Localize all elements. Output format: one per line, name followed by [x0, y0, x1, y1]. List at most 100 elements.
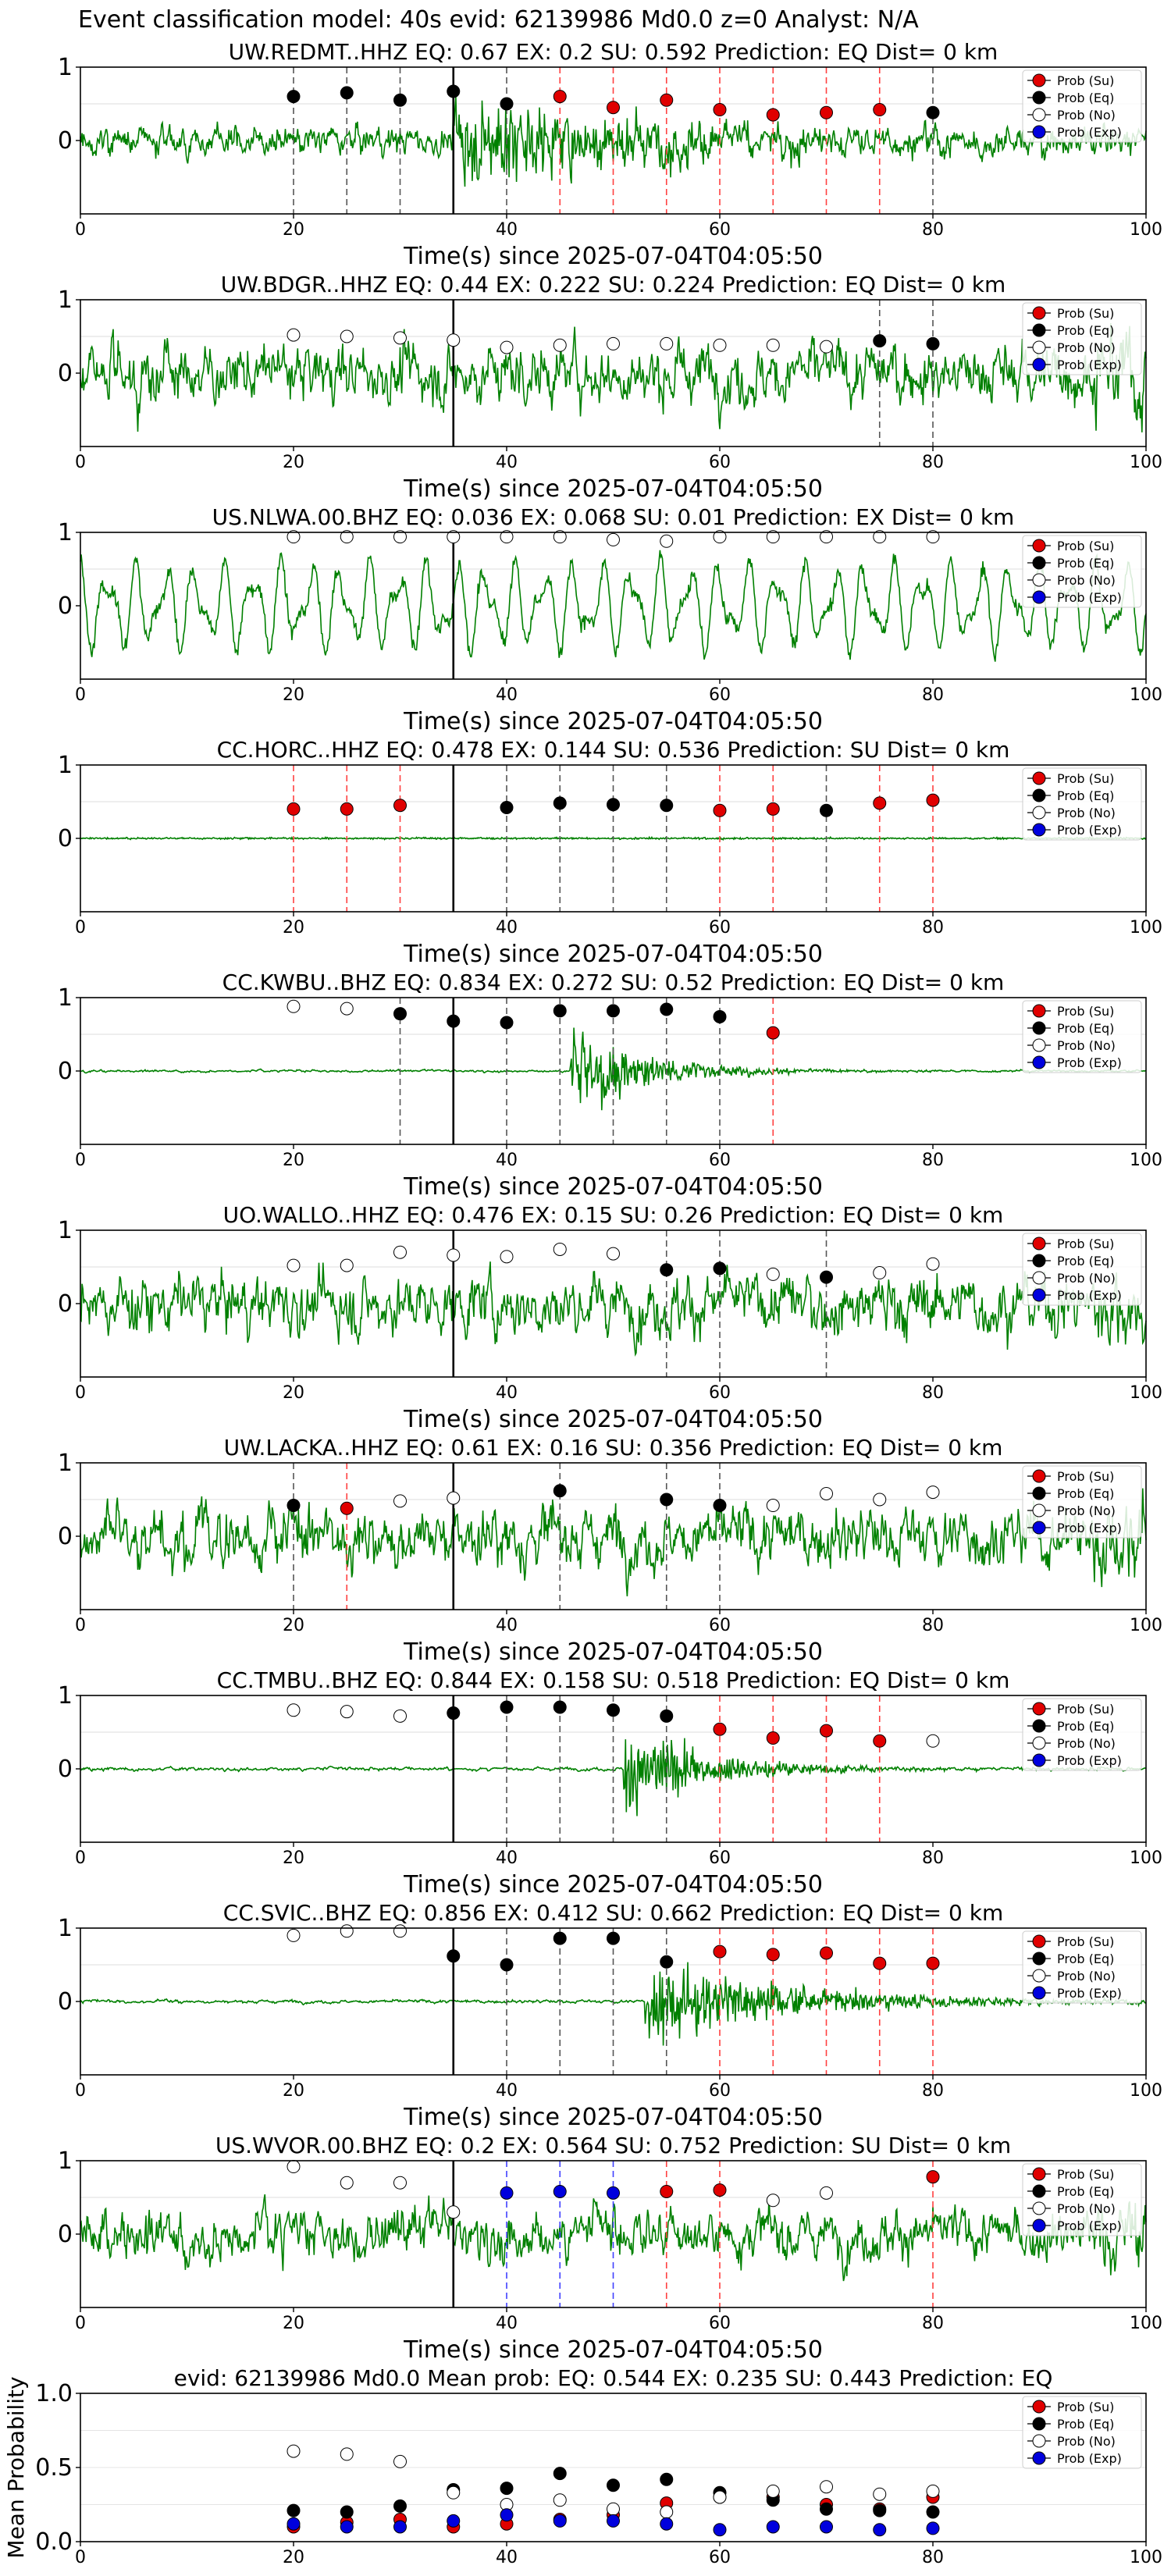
prob-marker-no: [287, 1928, 301, 1942]
prob-marker-no: [553, 1242, 567, 1256]
prob-marker-su: [340, 1501, 354, 1515]
prob-marker-no: [500, 1250, 514, 1264]
legend-marker-exp: [1032, 1986, 1046, 2000]
x-axis-label: Time(s) since 2025-07-04T04:05:50: [403, 941, 823, 968]
waveform-trace: [80, 550, 1147, 662]
axes-frame: [80, 532, 1147, 680]
x-tick-label: 80: [922, 1151, 944, 1170]
legend-label: Prob (Exp): [1057, 1753, 1122, 1768]
legend-label: Prob (Eq): [1057, 323, 1114, 338]
x-tick-label: 40: [496, 453, 518, 472]
prob-marker-eq: [660, 1002, 674, 1016]
prob-marker-no: [926, 1734, 940, 1748]
legend-marker-exp: [1032, 1521, 1046, 1535]
x-tick-label: 0: [75, 685, 86, 705]
prob-marker-su: [820, 1946, 833, 1960]
prob-marker-no: [447, 2205, 461, 2219]
legend-marker-no: [1032, 573, 1046, 587]
legend-label: Prob (Su): [1057, 2167, 1114, 2182]
x-tick-label: 0: [75, 1616, 86, 1635]
x-tick-label: 20: [283, 220, 304, 240]
prob-marker-su: [393, 799, 407, 813]
legend-label: Prob (No): [1057, 340, 1116, 355]
prob-marker-no: [287, 1703, 301, 1717]
legend-marker-su: [1032, 1702, 1046, 1716]
prob-marker-no: [926, 1485, 940, 1500]
legend-label: Prob (No): [1057, 806, 1116, 820]
y-tick-label: 0: [58, 1058, 73, 1085]
y-tick-label: 0: [58, 592, 73, 620]
prob-marker-su: [926, 793, 940, 807]
mean-marker-eq: [660, 2472, 674, 2486]
x-tick-label: 40: [496, 685, 518, 705]
panel-title: evid: 62139986 Md0.0 Mean prob: EQ: 0.54…: [174, 2365, 1053, 2391]
legend-label: Prob (No): [1057, 1736, 1116, 1751]
legend: Prob (Su) Prob (Eq) Prob (No) Prob (Exp): [1022, 2163, 1142, 2236]
x-tick-label: 100: [1130, 453, 1162, 472]
prob-marker-no: [820, 530, 833, 544]
prob-marker-no: [447, 333, 461, 347]
figure-title: Event classification model: 40s evid: 62…: [78, 6, 919, 34]
prob-marker-no: [340, 1705, 354, 1719]
x-axis-label: Time(s) since 2025-07-04T04:05:50: [403, 1406, 823, 1433]
prob-marker-su: [287, 802, 301, 816]
mean-marker-exp: [660, 2517, 674, 2531]
prob-marker-su: [873, 1734, 887, 1748]
prob-marker-su: [713, 1944, 727, 1959]
x-tick-label: 80: [922, 918, 944, 938]
prob-marker-eq: [713, 1009, 727, 1023]
x-tick-label: 80: [922, 2314, 944, 2333]
prob-marker-eq: [660, 1493, 674, 1507]
x-tick-label: 60: [709, 2314, 731, 2333]
y-tick-label: 1: [58, 1915, 73, 1942]
legend-label: Prob (No): [1057, 2434, 1116, 2449]
legend-label: Prob (Eq): [1057, 2417, 1114, 2432]
legend-marker-su: [1032, 1934, 1046, 1948]
x-tick-label: 20: [283, 1616, 304, 1635]
x-tick-label: 100: [1130, 1151, 1162, 1170]
legend-marker-exp: [1032, 2451, 1046, 2465]
mean-marker-no: [926, 2484, 940, 2498]
x-tick-label: 40: [496, 1848, 518, 1868]
legend-label: Prob (Su): [1057, 539, 1114, 553]
prob-marker-no: [926, 1257, 940, 1271]
x-tick-label: 40: [496, 1151, 518, 1170]
prob-marker-no: [393, 1924, 407, 1938]
mean-marker-no: [660, 2505, 674, 2519]
x-tick-label: 0: [75, 220, 86, 240]
x-tick-label: 60: [709, 918, 731, 938]
prob-marker-eq: [500, 1016, 514, 1030]
prob-marker-eq: [500, 97, 514, 111]
prob-marker-exp: [500, 2186, 514, 2200]
prob-marker-no: [820, 2186, 833, 2200]
prob-marker-eq: [553, 1484, 567, 1498]
y-tick-label: 1: [58, 286, 73, 314]
x-tick-label: 0: [75, 453, 86, 472]
prob-marker-su: [873, 1956, 887, 1970]
legend-label: Prob (Eq): [1057, 1021, 1114, 1036]
prob-marker-su: [766, 108, 780, 122]
prob-marker-no: [393, 331, 407, 345]
mean-marker-no: [340, 2447, 354, 2461]
prob-marker-no: [393, 1494, 407, 1508]
prob-marker-no: [500, 340, 514, 354]
x-tick-label: 40: [496, 2548, 518, 2567]
x-axis-label: Time(s) since 2025-07-04T04:05:50: [403, 2104, 823, 2131]
mean-marker-eq: [820, 2502, 833, 2516]
panel-title: CC.TMBU..BHZ EQ: 0.844 EX: 0.158 SU: 0.5…: [217, 1667, 1010, 1693]
legend-marker-su: [1032, 73, 1046, 87]
legend: Prob (Su) Prob (Eq) Prob (No) Prob (Exp): [1022, 1465, 1142, 1539]
mean-marker-no: [820, 2480, 833, 2494]
legend-marker-exp: [1032, 823, 1046, 837]
legend: Prob (Su) Prob (Eq) Prob (No) Prob (Exp): [1022, 2396, 1142, 2469]
legend-marker-eq: [1032, 1719, 1046, 1733]
prob-marker-su: [766, 802, 780, 816]
prob-marker-eq: [660, 1263, 674, 1277]
y-tick-label: 0: [58, 127, 73, 155]
mean-marker-exp: [553, 2514, 567, 2528]
prob-marker-eq: [607, 1703, 620, 1717]
y-tick-label: 0: [58, 1988, 73, 2016]
legend-label: Prob (Exp): [1057, 125, 1122, 140]
x-tick-label: 60: [709, 1848, 731, 1868]
legend-marker-exp: [1032, 1055, 1046, 1069]
